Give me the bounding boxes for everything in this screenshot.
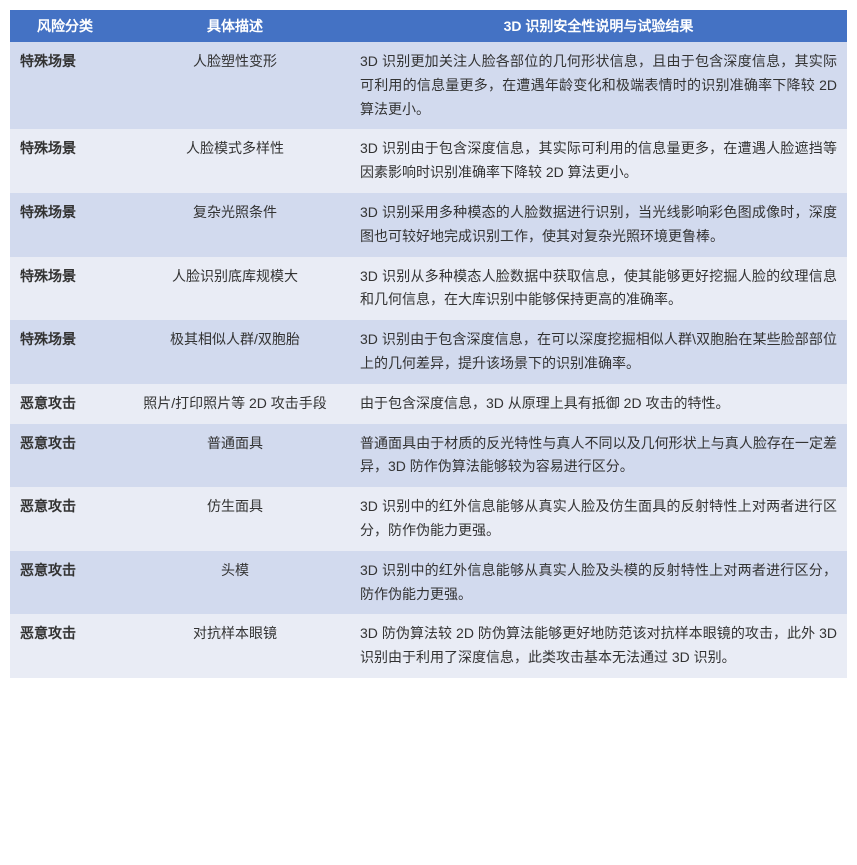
cell-desc: 人脸识别底库规模大 <box>120 257 350 321</box>
table-row: 特殊场景 人脸识别底库规模大 3D 识别从多种模态人脸数据中获取信息，使其能够更… <box>10 257 847 321</box>
cell-detail: 3D 识别从多种模态人脸数据中获取信息，使其能够更好挖掘人脸的纹理信息和几何信息… <box>350 257 847 321</box>
cell-detail: 3D 识别中的红外信息能够从真实人脸及头模的反射特性上对两者进行区分，防作伪能力… <box>350 551 847 615</box>
cell-desc: 人脸塑性变形 <box>120 42 350 129</box>
cell-desc: 照片/打印照片等 2D 攻击手段 <box>120 384 350 424</box>
cell-category: 恶意攻击 <box>10 551 120 615</box>
table-row: 特殊场景 极其相似人群/双胞胎 3D 识别由于包含深度信息，在可以深度挖掘相似人… <box>10 320 847 384</box>
table-header-row: 风险分类 具体描述 3D 识别安全性说明与试验结果 <box>10 10 847 42</box>
cell-category: 特殊场景 <box>10 193 120 257</box>
col-header-detail: 3D 识别安全性说明与试验结果 <box>350 10 847 42</box>
cell-category: 恶意攻击 <box>10 384 120 424</box>
cell-category: 特殊场景 <box>10 42 120 129</box>
col-header-category: 风险分类 <box>10 10 120 42</box>
cell-category: 恶意攻击 <box>10 424 120 488</box>
cell-detail: 3D 识别采用多种模态的人脸数据进行识别，当光线影响彩色图成像时，深度图也可较好… <box>350 193 847 257</box>
cell-category: 恶意攻击 <box>10 487 120 551</box>
cell-desc: 对抗样本眼镜 <box>120 614 350 678</box>
cell-detail: 3D 识别由于包含深度信息，其实际可利用的信息量更多，在遭遇人脸遮挡等因素影响时… <box>350 129 847 193</box>
cell-desc: 头模 <box>120 551 350 615</box>
table-row: 恶意攻击 头模 3D 识别中的红外信息能够从真实人脸及头模的反射特性上对两者进行… <box>10 551 847 615</box>
cell-detail: 由于包含深度信息，3D 从原理上具有抵御 2D 攻击的特性。 <box>350 384 847 424</box>
cell-desc: 人脸模式多样性 <box>120 129 350 193</box>
cell-desc: 普通面具 <box>120 424 350 488</box>
cell-desc: 复杂光照条件 <box>120 193 350 257</box>
cell-category: 特殊场景 <box>10 320 120 384</box>
risk-table: 风险分类 具体描述 3D 识别安全性说明与试验结果 特殊场景 人脸塑性变形 3D… <box>10 10 847 678</box>
cell-category: 恶意攻击 <box>10 614 120 678</box>
cell-detail: 3D 识别由于包含深度信息，在可以深度挖掘相似人群\双胞胎在某些脸部部位上的几何… <box>350 320 847 384</box>
table-row: 恶意攻击 仿生面具 3D 识别中的红外信息能够从真实人脸及仿生面具的反射特性上对… <box>10 487 847 551</box>
table-row: 特殊场景 复杂光照条件 3D 识别采用多种模态的人脸数据进行识别，当光线影响彩色… <box>10 193 847 257</box>
cell-desc: 极其相似人群/双胞胎 <box>120 320 350 384</box>
cell-detail: 3D 识别中的红外信息能够从真实人脸及仿生面具的反射特性上对两者进行区分，防作伪… <box>350 487 847 551</box>
table-row: 恶意攻击 照片/打印照片等 2D 攻击手段 由于包含深度信息，3D 从原理上具有… <box>10 384 847 424</box>
cell-detail: 普通面具由于材质的反光特性与真人不同以及几何形状上与真人脸存在一定差异，3D 防… <box>350 424 847 488</box>
col-header-desc: 具体描述 <box>120 10 350 42</box>
table-row: 特殊场景 人脸塑性变形 3D 识别更加关注人脸各部位的几何形状信息，且由于包含深… <box>10 42 847 129</box>
cell-detail: 3D 防伪算法较 2D 防伪算法能够更好地防范该对抗样本眼镜的攻击，此外 3D … <box>350 614 847 678</box>
table-row: 特殊场景 人脸模式多样性 3D 识别由于包含深度信息，其实际可利用的信息量更多，… <box>10 129 847 193</box>
table-row: 恶意攻击 普通面具 普通面具由于材质的反光特性与真人不同以及几何形状上与真人脸存… <box>10 424 847 488</box>
cell-detail: 3D 识别更加关注人脸各部位的几何形状信息，且由于包含深度信息，其实际可利用的信… <box>350 42 847 129</box>
cell-desc: 仿生面具 <box>120 487 350 551</box>
cell-category: 特殊场景 <box>10 129 120 193</box>
table-row: 恶意攻击 对抗样本眼镜 3D 防伪算法较 2D 防伪算法能够更好地防范该对抗样本… <box>10 614 847 678</box>
cell-category: 特殊场景 <box>10 257 120 321</box>
